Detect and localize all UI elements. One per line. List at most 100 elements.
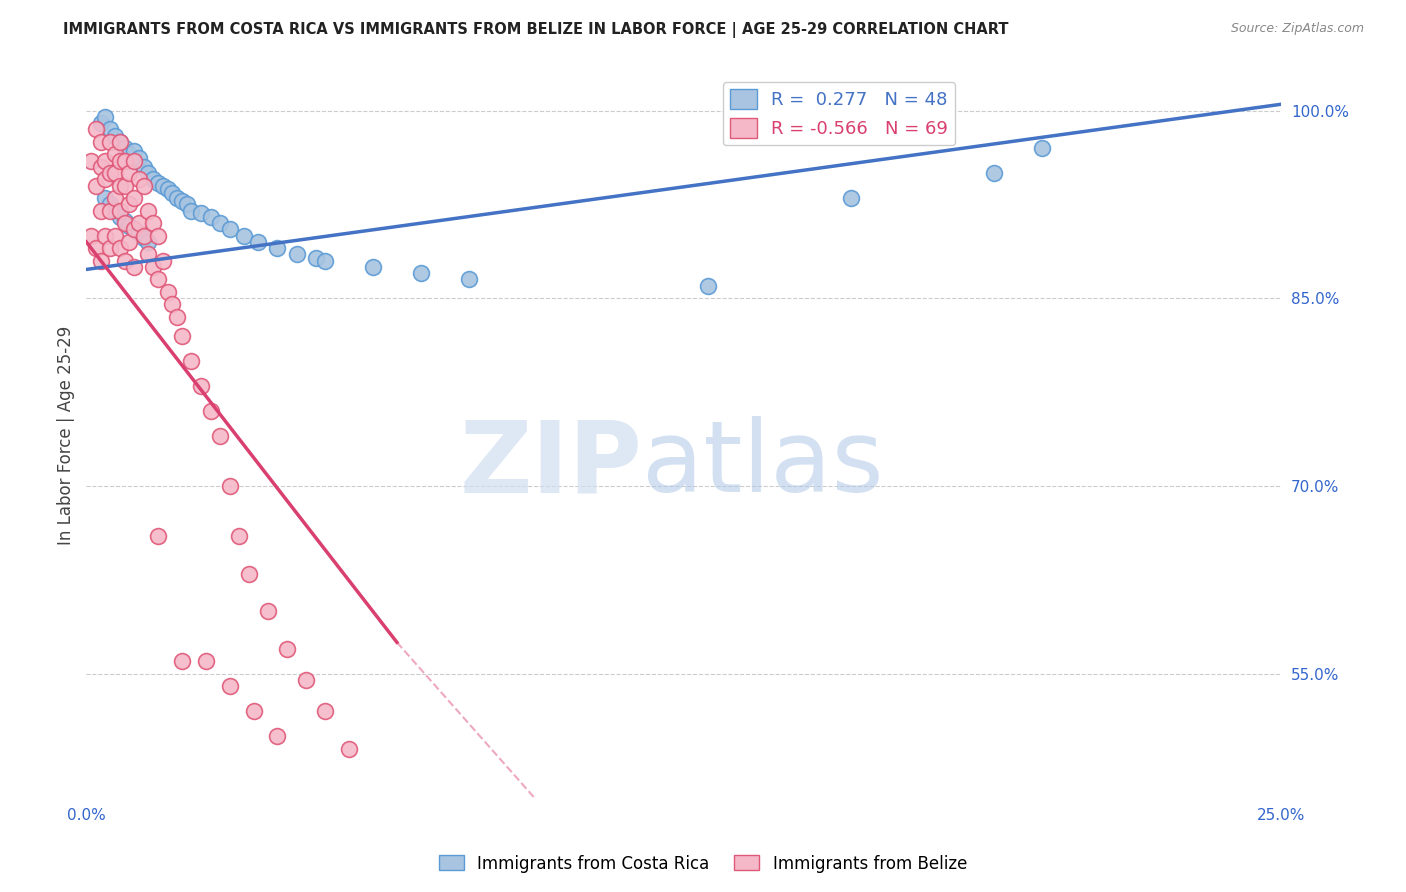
Point bbox=[337, 741, 360, 756]
Point bbox=[104, 128, 127, 143]
Point bbox=[122, 191, 145, 205]
Point bbox=[200, 210, 222, 224]
Point bbox=[108, 210, 131, 224]
Point bbox=[94, 191, 117, 205]
Point bbox=[162, 186, 184, 200]
Point bbox=[142, 260, 165, 274]
Point bbox=[146, 176, 169, 190]
Legend: R =  0.277   N = 48, R = -0.566   N = 69: R = 0.277 N = 48, R = -0.566 N = 69 bbox=[723, 82, 956, 145]
Point bbox=[209, 429, 232, 443]
Point bbox=[238, 566, 260, 581]
Point bbox=[118, 166, 141, 180]
Point bbox=[170, 654, 193, 668]
Point bbox=[98, 166, 121, 180]
Point bbox=[247, 235, 270, 249]
Point bbox=[122, 153, 145, 168]
Point bbox=[1031, 141, 1053, 155]
Point bbox=[839, 191, 862, 205]
Point bbox=[190, 206, 212, 220]
Point bbox=[170, 328, 193, 343]
Point bbox=[696, 278, 718, 293]
Point bbox=[118, 147, 141, 161]
Point bbox=[114, 153, 136, 168]
Point bbox=[194, 654, 217, 668]
Y-axis label: In Labor Force | Age 25-29: In Labor Force | Age 25-29 bbox=[58, 326, 75, 546]
Point bbox=[98, 122, 121, 136]
Point bbox=[314, 704, 336, 718]
Point bbox=[90, 116, 112, 130]
Point bbox=[218, 679, 240, 693]
Point bbox=[361, 260, 384, 274]
Point bbox=[200, 404, 222, 418]
Point bbox=[233, 228, 256, 243]
Point bbox=[108, 153, 131, 168]
Point bbox=[276, 641, 298, 656]
Point bbox=[228, 529, 250, 543]
Point bbox=[90, 203, 112, 218]
Point bbox=[138, 166, 160, 180]
Point bbox=[132, 231, 155, 245]
Point bbox=[108, 241, 131, 255]
Point bbox=[118, 235, 141, 249]
Point bbox=[80, 153, 103, 168]
Point bbox=[114, 253, 136, 268]
Point bbox=[142, 216, 165, 230]
Point bbox=[305, 251, 328, 265]
Point bbox=[108, 178, 131, 193]
Point bbox=[152, 253, 174, 268]
Point bbox=[176, 197, 198, 211]
Point bbox=[132, 178, 155, 193]
Point bbox=[138, 247, 160, 261]
Point bbox=[108, 135, 131, 149]
Point bbox=[114, 141, 136, 155]
Point bbox=[132, 228, 155, 243]
Point bbox=[90, 253, 112, 268]
Point bbox=[98, 203, 121, 218]
Point bbox=[166, 310, 188, 324]
Point bbox=[266, 729, 288, 743]
Point bbox=[314, 253, 336, 268]
Point bbox=[90, 160, 112, 174]
Point bbox=[94, 172, 117, 186]
Point bbox=[132, 160, 155, 174]
Point bbox=[84, 122, 107, 136]
Point bbox=[166, 191, 188, 205]
Point bbox=[170, 194, 193, 208]
Point bbox=[218, 222, 240, 236]
Point bbox=[128, 172, 150, 186]
Point bbox=[114, 213, 136, 227]
Point bbox=[90, 135, 112, 149]
Point bbox=[218, 479, 240, 493]
Point bbox=[108, 203, 131, 218]
Point bbox=[266, 241, 288, 255]
Point bbox=[152, 178, 174, 193]
Point bbox=[190, 379, 212, 393]
Text: ZIP: ZIP bbox=[458, 417, 643, 514]
Point bbox=[983, 166, 1005, 180]
Point bbox=[94, 153, 117, 168]
Text: IMMIGRANTS FROM COSTA RICA VS IMMIGRANTS FROM BELIZE IN LABOR FORCE | AGE 25-29 : IMMIGRANTS FROM COSTA RICA VS IMMIGRANTS… bbox=[63, 22, 1008, 38]
Point bbox=[156, 285, 179, 299]
Point bbox=[128, 226, 150, 240]
Point bbox=[122, 222, 145, 236]
Point bbox=[138, 235, 160, 249]
Point bbox=[104, 166, 127, 180]
Point bbox=[180, 203, 202, 218]
Point bbox=[146, 272, 169, 286]
Point bbox=[118, 219, 141, 233]
Point bbox=[104, 203, 127, 218]
Point bbox=[142, 172, 165, 186]
Point bbox=[94, 110, 117, 124]
Point bbox=[98, 241, 121, 255]
Point bbox=[128, 216, 150, 230]
Point bbox=[80, 228, 103, 243]
Point bbox=[114, 216, 136, 230]
Legend: Immigrants from Costa Rica, Immigrants from Belize: Immigrants from Costa Rica, Immigrants f… bbox=[432, 848, 974, 880]
Point bbox=[285, 247, 308, 261]
Point bbox=[146, 228, 169, 243]
Point bbox=[409, 266, 432, 280]
Point bbox=[84, 178, 107, 193]
Point bbox=[122, 153, 145, 168]
Point bbox=[295, 673, 318, 687]
Point bbox=[104, 191, 127, 205]
